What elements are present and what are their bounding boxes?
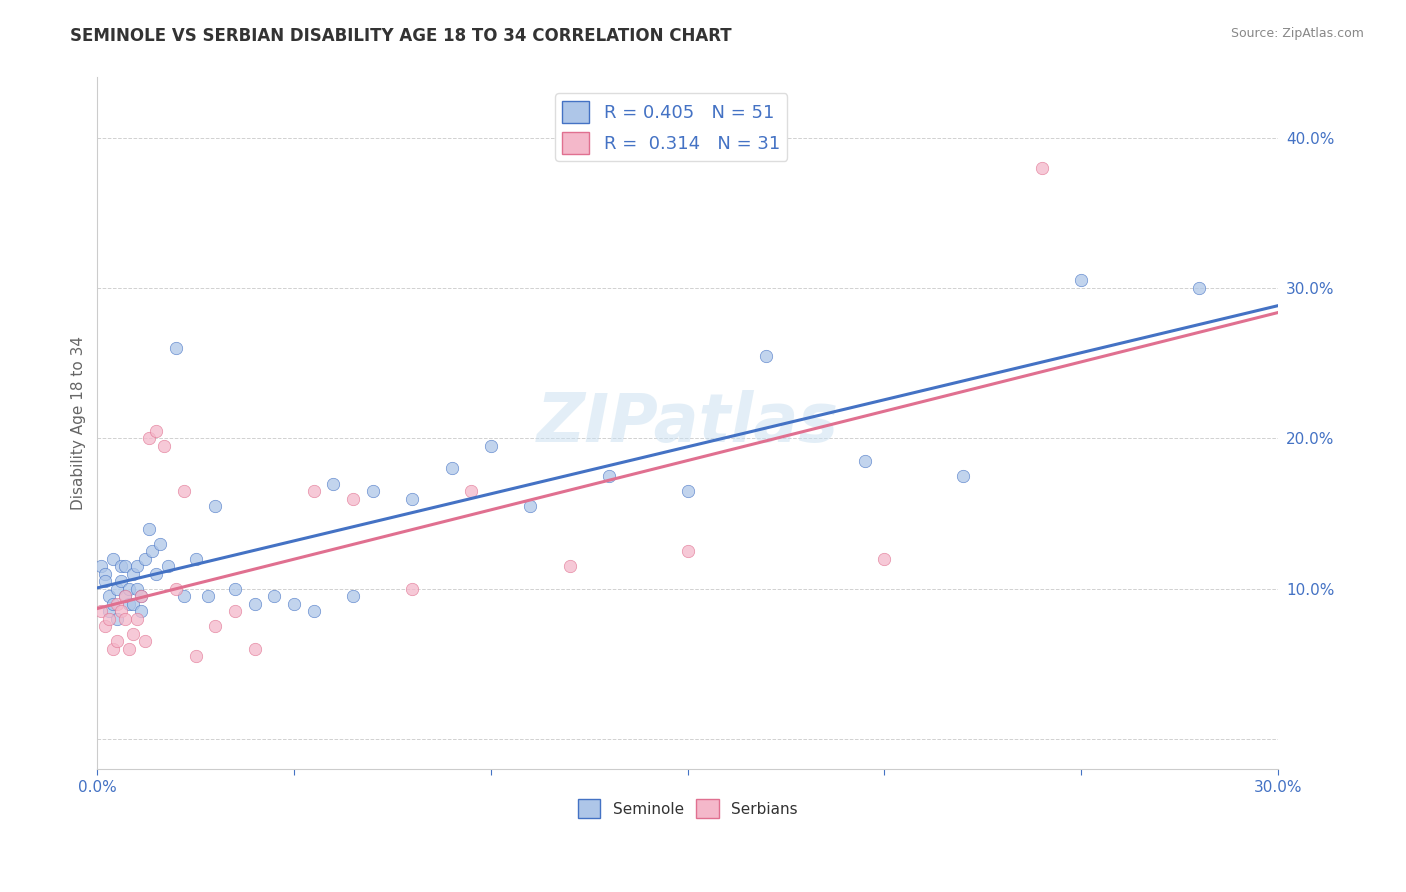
Point [129, 604, 152, 618]
Point [98, 612, 121, 626]
Point [125, 559, 148, 574]
Point [1070, 273, 1092, 287]
Point [197, 590, 219, 604]
Point [204, 619, 226, 633]
Point [90, 559, 112, 574]
Point [440, 461, 463, 475]
Point [118, 582, 141, 596]
Point [952, 469, 974, 483]
Point [184, 551, 207, 566]
Point [676, 484, 699, 499]
Point [173, 590, 195, 604]
Point [90, 604, 112, 618]
Y-axis label: Disability Age 18 to 34: Disability Age 18 to 34 [72, 336, 86, 510]
Point [98, 590, 121, 604]
Point [138, 522, 160, 536]
Point [114, 559, 136, 574]
Point [361, 484, 384, 499]
Point [243, 642, 266, 657]
Point [342, 491, 364, 506]
Point [322, 476, 344, 491]
Point [165, 582, 187, 596]
Point [94, 574, 117, 589]
Point [134, 634, 156, 648]
Point [598, 469, 620, 483]
Point [114, 590, 136, 604]
Point [342, 590, 364, 604]
Point [118, 597, 141, 611]
Point [125, 582, 148, 596]
Point [283, 597, 305, 611]
Point [1031, 161, 1053, 175]
Legend: Seminole, Serbians: Seminole, Serbians [571, 793, 804, 824]
Point [479, 439, 502, 453]
Point [105, 597, 128, 611]
Point [224, 582, 246, 596]
Point [676, 544, 699, 558]
Point [873, 551, 896, 566]
Text: SEMINOLE VS SERBIAN DISABILITY AGE 18 TO 34 CORRELATION CHART: SEMINOLE VS SERBIAN DISABILITY AGE 18 TO… [70, 27, 733, 45]
Point [401, 491, 423, 506]
Point [105, 582, 128, 596]
Point [110, 559, 132, 574]
Point [153, 439, 176, 453]
Point [101, 642, 124, 657]
Point [129, 590, 152, 604]
Point [224, 604, 246, 618]
Point [519, 499, 541, 513]
Point [94, 566, 117, 581]
Point [110, 604, 132, 618]
Point [263, 590, 285, 604]
Point [138, 431, 160, 445]
Point [243, 597, 266, 611]
Point [129, 590, 152, 604]
Point [302, 484, 325, 499]
Text: Source: ZipAtlas.com: Source: ZipAtlas.com [1230, 27, 1364, 40]
Point [145, 424, 167, 438]
Point [1188, 281, 1211, 295]
Point [145, 566, 167, 581]
Point [105, 634, 128, 648]
Point [114, 612, 136, 626]
Point [101, 597, 124, 611]
Point [558, 559, 581, 574]
Point [755, 349, 778, 363]
Point [105, 612, 128, 626]
Point [149, 537, 172, 551]
Point [118, 642, 141, 657]
Point [165, 341, 187, 355]
Point [114, 590, 136, 604]
Point [101, 551, 124, 566]
Point [401, 582, 423, 596]
Point [125, 612, 148, 626]
Point [94, 619, 117, 633]
Point [134, 551, 156, 566]
Point [121, 627, 143, 641]
Point [173, 484, 195, 499]
Point [141, 544, 163, 558]
Point [157, 559, 180, 574]
Point [204, 499, 226, 513]
Point [98, 604, 121, 618]
Point [302, 604, 325, 618]
Point [110, 574, 132, 589]
Text: ZIPatlas: ZIPatlas [537, 391, 838, 457]
Point [121, 566, 143, 581]
Point [853, 454, 876, 468]
Point [184, 649, 207, 664]
Point [121, 597, 143, 611]
Point [460, 484, 482, 499]
